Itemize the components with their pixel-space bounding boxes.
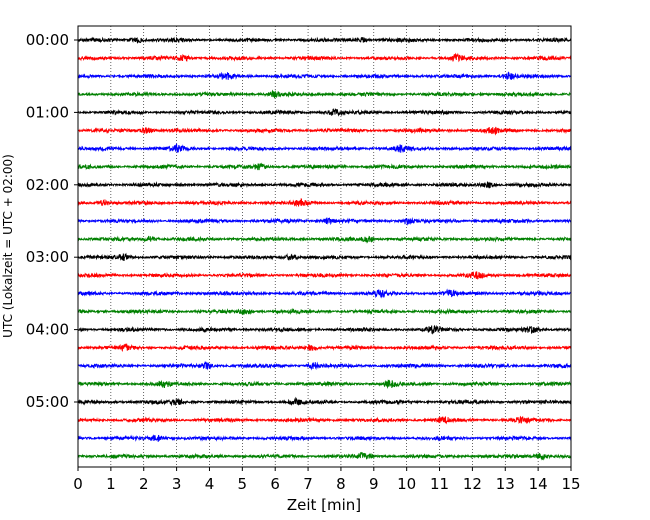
y-axis: 00:00 01:00 02:00 03:00 04:00 05:00 bbox=[26, 31, 78, 411]
x-axis-label: Zeit [min] bbox=[287, 496, 361, 514]
trace-0145 bbox=[77, 162, 572, 171]
trace-0215 bbox=[77, 198, 572, 207]
x-tick-label: 15 bbox=[561, 475, 580, 493]
traces bbox=[77, 36, 572, 461]
y-tick-label: 00:00 bbox=[26, 31, 69, 49]
trace-0515 bbox=[77, 415, 572, 425]
y-tick-label: 01:00 bbox=[26, 103, 69, 121]
trace-0115 bbox=[77, 126, 572, 136]
trace-0500 bbox=[77, 396, 572, 407]
trace-0015 bbox=[77, 52, 572, 63]
trace-0415 bbox=[77, 343, 572, 353]
x-tick-label: 4 bbox=[205, 475, 215, 493]
x-tick-label: 11 bbox=[430, 475, 449, 493]
x-tick-label: 10 bbox=[397, 475, 416, 493]
trace-0430 bbox=[77, 360, 572, 371]
y-axis-label: UTC (Lokalzeit = UTC + 02:00) bbox=[1, 154, 15, 338]
y-tick-label: 02:00 bbox=[26, 176, 69, 194]
trace-0245 bbox=[77, 235, 572, 244]
x-tick-label: 9 bbox=[369, 475, 379, 493]
trace-0300 bbox=[77, 252, 572, 261]
trace-0530 bbox=[77, 434, 572, 442]
x-tick-label: 3 bbox=[172, 475, 182, 493]
x-tick-label: 5 bbox=[238, 475, 248, 493]
x-tick-label: 14 bbox=[529, 475, 548, 493]
trace-0545 bbox=[77, 451, 572, 461]
trace-0445 bbox=[77, 379, 572, 389]
x-tick-label: 1 bbox=[106, 475, 116, 493]
y-tick-label: 05:00 bbox=[26, 393, 69, 411]
trace-0030 bbox=[77, 71, 572, 81]
trace-0130 bbox=[77, 142, 572, 153]
x-axis: 0 1 2 3 4 5 6 7 8 9 10 11 12 13 14 15 bbox=[73, 467, 581, 493]
plot-frame bbox=[77, 25, 572, 468]
x-tick-label: 6 bbox=[270, 475, 280, 493]
y-tick-label: 04:00 bbox=[26, 321, 69, 339]
trace-0045 bbox=[77, 89, 572, 99]
x-tick-label: 12 bbox=[463, 475, 482, 493]
trace-0330 bbox=[77, 288, 572, 299]
trace-0400 bbox=[77, 324, 572, 335]
x-tick-label: 0 bbox=[73, 475, 83, 493]
x-tick-label: 13 bbox=[496, 475, 515, 493]
trace-0200 bbox=[77, 181, 572, 189]
trace-0100 bbox=[77, 108, 572, 117]
trace-0315 bbox=[77, 271, 572, 280]
trace-0000 bbox=[77, 36, 572, 44]
x-tick-label: 2 bbox=[139, 475, 149, 493]
x-tick-label: 8 bbox=[336, 475, 346, 493]
trace-0230 bbox=[77, 217, 572, 226]
trace-0345 bbox=[77, 307, 572, 316]
plot-area bbox=[78, 26, 571, 467]
x-tick-label: 7 bbox=[303, 475, 313, 493]
y-tick-label: 03:00 bbox=[26, 248, 69, 266]
